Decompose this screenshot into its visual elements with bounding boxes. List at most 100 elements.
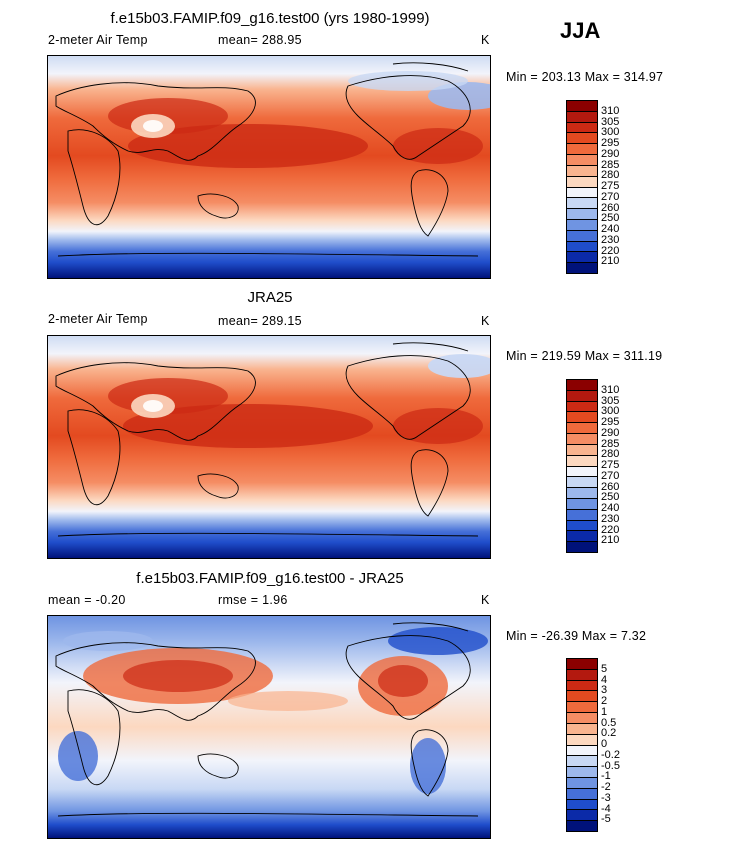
panel-1-map xyxy=(47,55,491,279)
colorbar-3-label: 5 xyxy=(601,662,608,675)
colorbar-2-label: 250 xyxy=(601,491,620,504)
colorbar-1-swatch xyxy=(567,229,597,241)
panel-1-units: K xyxy=(481,33,490,47)
colorbar-2-label: 275 xyxy=(601,459,620,471)
colorbar-3-swatch xyxy=(567,820,597,831)
colorbar-3-swatch xyxy=(567,690,597,702)
panel-1-title: f.e15b03.FAMIP.f09_g16.test00 (yrs 1980-… xyxy=(110,10,430,27)
colorbar-2-label: 270 xyxy=(601,469,620,482)
panel-3-minmax: Min = -26.39 Max = 7.32 xyxy=(506,629,647,643)
colorbar-2-swatch xyxy=(567,487,597,498)
colorbar-3-label: -0.5 xyxy=(601,759,620,772)
colorbar-2-label: 305 xyxy=(601,394,620,407)
colorbar-1-swatch xyxy=(567,186,597,198)
panel-2-units: K xyxy=(481,314,490,328)
colorbar-2-label: 240 xyxy=(601,502,620,514)
panel-1-variable-label: 2-meter Air Temp xyxy=(48,33,148,47)
colorbar-3-label: 3 xyxy=(601,684,608,697)
panel-3-mean-label: mean = -0.20 xyxy=(48,593,126,607)
colorbar-2-label: 285 xyxy=(601,437,620,450)
colorbar-2-swatch xyxy=(567,443,597,455)
colorbar-1-label: 285 xyxy=(601,158,620,171)
colorbar-1-swatch xyxy=(567,208,597,219)
colorbar-1-swatch xyxy=(567,154,597,165)
panel-2-mean-label: mean= 289.15 xyxy=(218,314,302,328)
colorbar-2-swatch xyxy=(567,519,597,531)
panel-3-title: f.e15b03.FAMIP.f09_g16.test00 - JRA25 xyxy=(136,570,404,587)
colorbar-2-swatch xyxy=(567,497,597,509)
colorbar-3-swatch xyxy=(567,701,597,713)
panel-3-colorbar xyxy=(566,658,598,832)
colorbar-2-swatch xyxy=(567,422,597,434)
colorbar-1-swatch xyxy=(567,262,597,273)
colorbar-1-label: 250 xyxy=(601,212,620,225)
colorbar-2-label: 290 xyxy=(601,426,620,439)
colorbar-2-label: 280 xyxy=(601,448,620,461)
panel-2-map-field xyxy=(48,336,490,558)
colorbar-3-label: -5 xyxy=(601,813,611,826)
colorbar-1-swatch xyxy=(567,175,597,187)
panel-2-map xyxy=(47,335,491,559)
colorbar-1-swatch xyxy=(567,143,597,155)
colorbar-2-swatch xyxy=(567,454,597,466)
colorbar-2-swatch xyxy=(567,541,597,552)
panel-3-units: K xyxy=(481,593,490,607)
colorbar-1-label: 290 xyxy=(601,147,620,160)
colorbar-3-label: -1 xyxy=(601,770,611,783)
colorbar-3-label: 0 xyxy=(601,738,608,750)
colorbar-2-swatch xyxy=(567,530,597,542)
colorbar-3-label: -0.2 xyxy=(601,748,620,761)
colorbar-3-swatch xyxy=(567,722,597,734)
colorbar-1-label: 260 xyxy=(601,201,620,214)
colorbar-3-swatch xyxy=(567,659,597,669)
panel-2-title: JRA25 xyxy=(247,289,293,306)
panel-1-map-field xyxy=(48,56,490,278)
colorbar-1-swatch xyxy=(567,121,597,133)
colorbar-3-swatch xyxy=(567,809,597,821)
colorbar-3-label: -4 xyxy=(601,802,611,815)
colorbar-2-label: 220 xyxy=(601,523,620,536)
panel-3-rmse-label: rmse = 1.96 xyxy=(218,593,288,607)
colorbar-3-swatch xyxy=(567,766,597,777)
colorbar-1-swatch xyxy=(567,251,597,263)
colorbar-3-label: 2 xyxy=(601,695,608,707)
panel-2-variable-label: 2-meter Air Temp xyxy=(48,312,148,326)
panel-2-minmax: Min = 219.59 Max = 311.19 xyxy=(506,349,663,363)
colorbar-3-label: 0.2 xyxy=(601,727,617,740)
colorbar-1-swatch xyxy=(567,101,597,111)
colorbar-1-swatch xyxy=(567,218,597,230)
panel-2-colorbar xyxy=(566,379,598,553)
colorbar-2-swatch xyxy=(567,400,597,412)
colorbar-1-swatch xyxy=(567,132,597,144)
colorbar-1-label: 230 xyxy=(601,233,620,246)
colorbar-2-swatch xyxy=(567,508,597,520)
colorbar-3-label: 1 xyxy=(601,705,608,718)
colorbar-2-swatch xyxy=(567,433,597,444)
colorbar-1-label: 310 xyxy=(601,104,620,117)
colorbar-3-swatch xyxy=(567,776,597,788)
panel-1-minmax: Min = 203.13 Max = 314.97 xyxy=(506,70,664,84)
colorbar-3-swatch xyxy=(567,712,597,723)
panel-3-map-field xyxy=(48,616,490,838)
colorbar-1-label: 240 xyxy=(601,223,620,235)
colorbar-3-label: -2 xyxy=(601,781,611,793)
colorbar-2-label: 210 xyxy=(601,534,620,547)
colorbar-1-swatch xyxy=(567,197,597,209)
colorbar-2-label: 295 xyxy=(601,416,620,428)
colorbar-3-swatch xyxy=(567,733,597,745)
colorbar-2-swatch xyxy=(567,476,597,488)
colorbar-1-label: 210 xyxy=(601,255,620,268)
colorbar-2-swatch xyxy=(567,411,597,423)
colorbar-1-label: 300 xyxy=(601,126,620,139)
colorbar-1-swatch xyxy=(567,110,597,122)
colorbar-2-label: 230 xyxy=(601,512,620,525)
colorbar-3-swatch xyxy=(567,668,597,680)
colorbar-2-swatch xyxy=(567,389,597,401)
colorbar-3-swatch xyxy=(567,755,597,767)
panel-1-mean-label: mean= 288.95 xyxy=(218,33,302,47)
colorbar-1-label: 280 xyxy=(601,169,620,182)
colorbar-3-swatch xyxy=(567,679,597,691)
colorbar-1-label: 295 xyxy=(601,137,620,149)
colorbar-3-swatch xyxy=(567,798,597,810)
colorbar-2-swatch xyxy=(567,380,597,390)
